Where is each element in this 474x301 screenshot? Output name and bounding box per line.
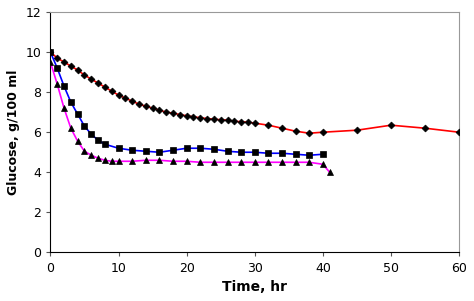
Y-axis label: Glucose, g/100 ml: Glucose, g/100 ml bbox=[7, 70, 20, 195]
X-axis label: Time, hr: Time, hr bbox=[222, 280, 287, 294]
